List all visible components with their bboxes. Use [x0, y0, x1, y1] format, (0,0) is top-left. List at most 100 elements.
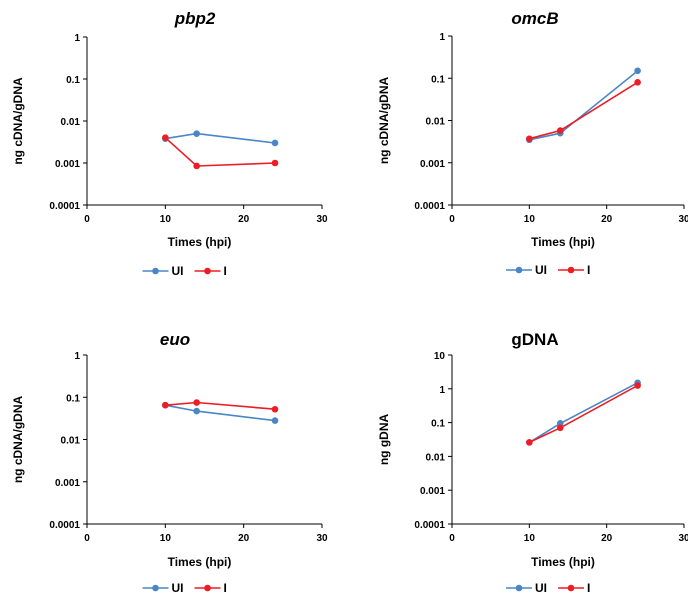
x-tick-label: 10 — [160, 214, 172, 225]
y-tick-label: 0.01 — [61, 117, 81, 128]
y-axis-label: ng gDNA — [377, 414, 391, 466]
y-tick-label: 0.01 — [426, 117, 446, 128]
legend-marker-I — [567, 266, 575, 274]
legend-label-UI: UI — [535, 581, 547, 595]
series-UI — [526, 67, 641, 144]
chart-panel-4: gDNA 0.0001 0.001 0.01 0.1 1 10 0 10 20 30 Times (h… — [377, 330, 688, 595]
y-tick-label: 0.0001 — [414, 520, 445, 531]
data-point-I — [556, 127, 564, 134]
series-I — [526, 79, 641, 143]
legend-marker-UI — [152, 584, 159, 592]
x-tick-label: 0 — [84, 533, 90, 544]
chart-title: gDNA — [511, 330, 558, 349]
x-axis-label: Times (hpi) — [168, 555, 232, 569]
y-tick-label: 0.1 — [66, 393, 80, 404]
x-axis-label: Times (hpi) — [531, 555, 595, 569]
y-tick-label: 1 — [74, 351, 80, 362]
data-point-I — [162, 401, 169, 409]
data-point-UI — [634, 67, 641, 75]
data-point-UI — [271, 139, 279, 147]
y-tick-label: 0.001 — [55, 478, 80, 489]
chart-title: pbp2 — [174, 9, 216, 28]
legend-marker-UI — [152, 267, 159, 275]
series-I — [162, 134, 279, 170]
legend-label-UI: UI — [172, 264, 184, 278]
y-tick-label: 0.001 — [420, 486, 445, 497]
series-I — [162, 399, 279, 413]
x-tick-label: 20 — [601, 214, 613, 225]
y-tick-label: 0.001 — [55, 159, 80, 170]
legend-label-UI: UI — [172, 581, 184, 595]
y-tick-label: 0.0001 — [49, 201, 80, 212]
legend-marker-I — [204, 584, 211, 592]
y-tick-label: 0.0001 — [49, 520, 80, 531]
x-tick-label: 0 — [449, 214, 455, 225]
y-tick-label: 0.1 — [431, 74, 445, 85]
legend-marker-I — [204, 267, 211, 275]
data-point-I — [162, 134, 169, 142]
y-tick-label: 0.01 — [61, 436, 81, 447]
y-axis-label: ng cDNA/gDNA — [11, 396, 25, 484]
x-tick-label: 20 — [601, 533, 613, 544]
y-axis-label: ng cDNA/gDNA — [377, 77, 391, 165]
data-point-I — [634, 382, 641, 389]
chart-title: euo — [160, 330, 190, 349]
data-point-I — [271, 405, 279, 413]
legend-label-UI: UI — [535, 263, 547, 277]
legend: UI I — [506, 263, 590, 277]
x-axis-label: Times (hpi) — [531, 235, 595, 249]
x-tick-label: 20 — [238, 214, 250, 225]
legend-label-I: I — [224, 264, 227, 278]
data-point-UI — [271, 417, 279, 424]
series-line-UI — [165, 132, 276, 144]
x-axis-label: Times (hpi) — [168, 235, 232, 249]
series-UI — [162, 130, 279, 147]
data-point-I — [271, 159, 279, 167]
x-tick-label: 0 — [84, 214, 90, 225]
data-point-UI — [193, 407, 200, 415]
x-tick-label: 30 — [316, 214, 328, 225]
y-axis-label: ng cDNA/gDNA — [11, 77, 25, 165]
y-tick-label: 0.1 — [66, 75, 80, 86]
legend: UI I — [142, 264, 227, 278]
x-tick-label: 10 — [524, 533, 536, 544]
y-tick-label: 1 — [439, 32, 445, 43]
y-tick-label: 0.001 — [420, 159, 445, 170]
series-line-UI — [529, 70, 639, 141]
legend-label-I: I — [587, 581, 590, 595]
chart-title: omcB — [511, 9, 558, 28]
y-tick-label: 1 — [439, 385, 445, 396]
y-tick-label: 0.01 — [426, 452, 446, 463]
legend: UI I — [506, 581, 590, 595]
legend-label-I: I — [224, 581, 227, 595]
x-tick-label: 0 — [449, 533, 455, 544]
data-point-I — [193, 162, 200, 170]
legend-marker-UI — [515, 266, 523, 274]
y-tick-label: 0.0001 — [414, 201, 445, 212]
x-tick-label: 20 — [238, 533, 250, 544]
data-point-I — [556, 424, 564, 432]
y-tick-label: 1 — [74, 33, 80, 44]
x-tick-label: 30 — [316, 533, 328, 544]
x-tick-label: 30 — [678, 214, 688, 225]
legend-label-I: I — [587, 263, 590, 277]
data-point-UI — [193, 130, 200, 137]
x-tick-label: 10 — [524, 214, 536, 225]
data-point-I — [526, 135, 533, 143]
series-I — [526, 382, 641, 446]
legend: UI I — [142, 581, 227, 595]
legend-marker-I — [567, 584, 575, 592]
data-point-I — [634, 79, 641, 86]
legend-marker-UI — [515, 584, 523, 592]
series-line-UI — [528, 382, 638, 444]
series-line-I — [528, 384, 638, 444]
y-tick-label: 10 — [434, 351, 446, 362]
series-line-I — [529, 81, 639, 140]
data-point-I — [193, 399, 200, 406]
series-line-I — [164, 137, 276, 167]
x-tick-label: 10 — [160, 533, 172, 544]
